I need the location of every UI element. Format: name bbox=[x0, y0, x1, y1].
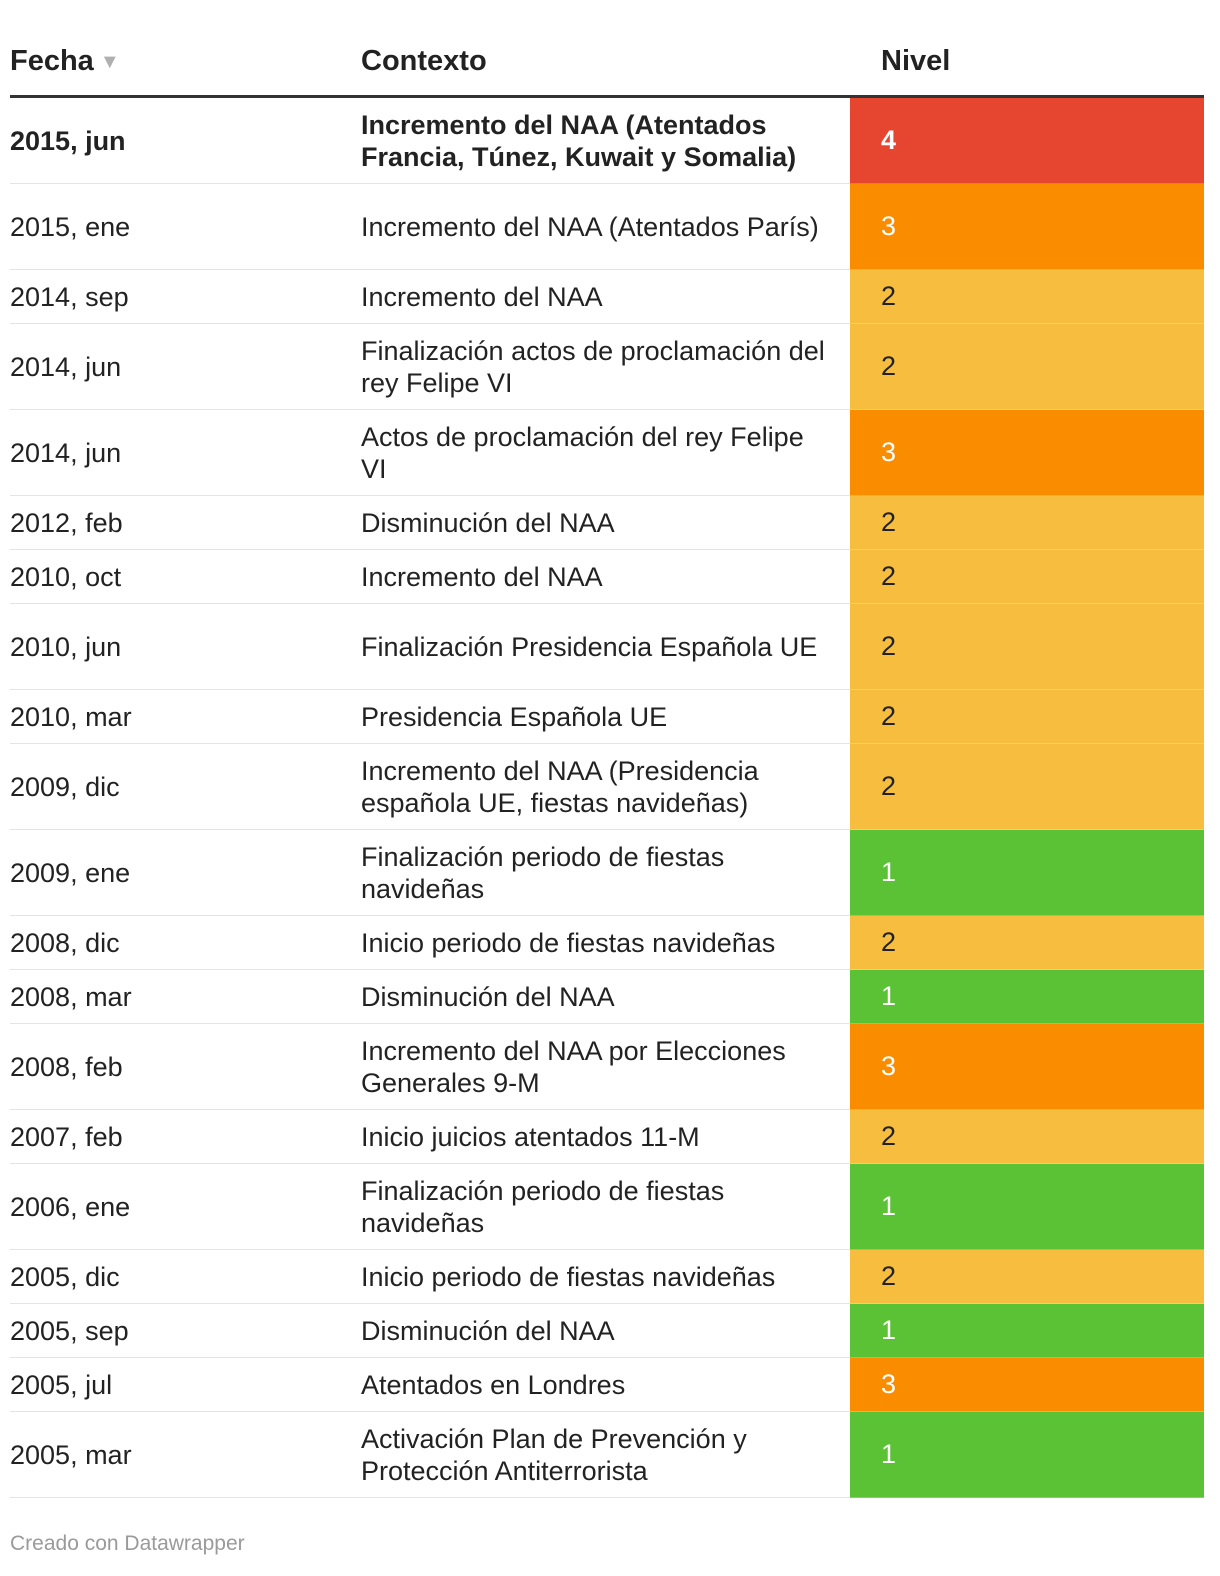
table-row: 2007, feb Inicio juicios atentados 11-M … bbox=[10, 1110, 1204, 1164]
cell-fecha: 2007, feb bbox=[10, 1110, 361, 1164]
table-row: 2005, jul Atentados en Londres 3 bbox=[10, 1358, 1204, 1412]
cell-nivel: 1 bbox=[850, 830, 1204, 916]
table-row: 2005, sep Disminución del NAA 1 bbox=[10, 1304, 1204, 1358]
table-row: 2014, jun Finalización actos de proclama… bbox=[10, 324, 1204, 410]
datawrapper-credit[interactable]: Creado con Datawrapper bbox=[10, 1532, 245, 1555]
cell-nivel: 1 bbox=[850, 1412, 1204, 1498]
cell-contexto: Finalización actos de proclamación del r… bbox=[361, 324, 850, 410]
cell-fecha: 2006, ene bbox=[10, 1164, 361, 1250]
cell-fecha: 2005, sep bbox=[10, 1304, 361, 1358]
cell-nivel: 3 bbox=[850, 410, 1204, 496]
cell-nivel: 1 bbox=[850, 1304, 1204, 1358]
cell-contexto: Disminución del NAA bbox=[361, 970, 850, 1024]
cell-nivel: 1 bbox=[850, 970, 1204, 1024]
cell-fecha: 2009, dic bbox=[10, 744, 361, 830]
table-row: 2010, mar Presidencia Española UE 2 bbox=[10, 690, 1204, 744]
table-header: Fecha ▼ Contexto Nivel bbox=[10, 28, 1204, 98]
cell-contexto: Inicio periodo de fiestas navideñas bbox=[361, 1250, 850, 1304]
cell-fecha: 2010, oct bbox=[10, 550, 361, 604]
header-fecha-label: Fecha bbox=[10, 45, 94, 77]
table-row: 2005, dic Inicio periodo de fiestas navi… bbox=[10, 1250, 1204, 1304]
table-row: 2008, mar Disminución del NAA 1 bbox=[10, 970, 1204, 1024]
cell-fecha: 2008, feb bbox=[10, 1024, 361, 1110]
cell-nivel: 2 bbox=[850, 744, 1204, 830]
cell-fecha: 2015, jun bbox=[10, 98, 361, 184]
cell-nivel: 2 bbox=[850, 270, 1204, 324]
sort-down-icon[interactable]: ▼ bbox=[99, 50, 120, 73]
table-row: 2014, jun Actos de proclamación del rey … bbox=[10, 410, 1204, 496]
cell-fecha: 2009, ene bbox=[10, 830, 361, 916]
cell-contexto: Actos de proclamación del rey Felipe VI bbox=[361, 410, 850, 496]
cell-nivel: 2 bbox=[850, 550, 1204, 604]
cell-nivel: 3 bbox=[850, 1024, 1204, 1110]
cell-contexto: Atentados en Londres bbox=[361, 1358, 850, 1412]
cell-contexto: Disminución del NAA bbox=[361, 496, 850, 550]
cell-contexto: Disminución del NAA bbox=[361, 1304, 850, 1358]
cell-contexto: Inicio periodo de fiestas navideñas bbox=[361, 916, 850, 970]
cell-fecha: 2014, sep bbox=[10, 270, 361, 324]
table-row: 2012, feb Disminución del NAA 2 bbox=[10, 496, 1204, 550]
cell-nivel: 2 bbox=[850, 690, 1204, 744]
table-row: 2008, dic Inicio periodo de fiestas navi… bbox=[10, 916, 1204, 970]
cell-fecha: 2014, jun bbox=[10, 324, 361, 410]
cell-contexto: Incremento del NAA (Atentados Francia, T… bbox=[361, 98, 850, 184]
cell-contexto: Finalización periodo de fiestas navideña… bbox=[361, 1164, 850, 1250]
table-row: 2009, dic Incremento del NAA (Presidenci… bbox=[10, 744, 1204, 830]
cell-contexto: Presidencia Española UE bbox=[361, 690, 850, 744]
table-row: 2010, jun Finalización Presidencia Españ… bbox=[10, 604, 1204, 690]
cell-nivel: 2 bbox=[850, 496, 1204, 550]
cell-contexto: Incremento del NAA bbox=[361, 550, 850, 604]
header-contexto[interactable]: Contexto bbox=[361, 45, 487, 77]
cell-nivel: 3 bbox=[850, 1358, 1204, 1412]
cell-fecha: 2008, dic bbox=[10, 916, 361, 970]
cell-fecha: 2010, mar bbox=[10, 690, 361, 744]
cell-fecha: 2005, jul bbox=[10, 1358, 361, 1412]
cell-nivel: 2 bbox=[850, 1250, 1204, 1304]
cell-contexto: Finalización periodo de fiestas navideña… bbox=[361, 830, 850, 916]
table-row: 2015, jun Incremento del NAA (Atentados … bbox=[10, 98, 1204, 184]
cell-fecha: 2005, dic bbox=[10, 1250, 361, 1304]
cell-contexto: Incremento del NAA (Atentados París) bbox=[361, 184, 850, 270]
cell-nivel: 3 bbox=[850, 184, 1204, 270]
cell-contexto: Incremento del NAA por Elecciones Genera… bbox=[361, 1024, 850, 1110]
header-fecha[interactable]: Fecha ▼ bbox=[10, 45, 361, 78]
table-row: 2009, ene Finalización periodo de fiesta… bbox=[10, 830, 1204, 916]
cell-nivel: 1 bbox=[850, 1164, 1204, 1250]
cell-nivel: 2 bbox=[850, 324, 1204, 410]
table-row: 2006, ene Finalización periodo de fiesta… bbox=[10, 1164, 1204, 1250]
cell-fecha: 2008, mar bbox=[10, 970, 361, 1024]
cell-contexto: Finalización Presidencia Española UE bbox=[361, 604, 850, 690]
table-row: 2014, sep Incremento del NAA 2 bbox=[10, 270, 1204, 324]
table-row: 2008, feb Incremento del NAA por Eleccio… bbox=[10, 1024, 1204, 1110]
cell-fecha: 2012, feb bbox=[10, 496, 361, 550]
cell-fecha: 2005, mar bbox=[10, 1412, 361, 1498]
cell-nivel: 2 bbox=[850, 916, 1204, 970]
cell-nivel: 4 bbox=[850, 98, 1204, 184]
header-nivel[interactable]: Nivel bbox=[881, 45, 951, 77]
cell-contexto: Incremento del NAA bbox=[361, 270, 850, 324]
cell-fecha: 2014, jun bbox=[10, 410, 361, 496]
table-row: 2015, ene Incremento del NAA (Atentados … bbox=[10, 184, 1204, 270]
cell-nivel: 2 bbox=[850, 1110, 1204, 1164]
alert-level-table: Fecha ▼ Contexto Nivel 2015, jun Incremen… bbox=[10, 28, 1204, 1498]
table-row: 2010, oct Incremento del NAA 2 bbox=[10, 550, 1204, 604]
table-row: 2005, mar Activación Plan de Prevención … bbox=[10, 1412, 1204, 1498]
cell-contexto: Activación Plan de Prevención y Protecci… bbox=[361, 1412, 850, 1498]
cell-contexto: Inicio juicios atentados 11-M bbox=[361, 1110, 850, 1164]
cell-nivel: 2 bbox=[850, 604, 1204, 690]
cell-fecha: 2015, ene bbox=[10, 184, 361, 270]
cell-fecha: 2010, jun bbox=[10, 604, 361, 690]
cell-contexto: Incremento del NAA (Presidencia española… bbox=[361, 744, 850, 830]
